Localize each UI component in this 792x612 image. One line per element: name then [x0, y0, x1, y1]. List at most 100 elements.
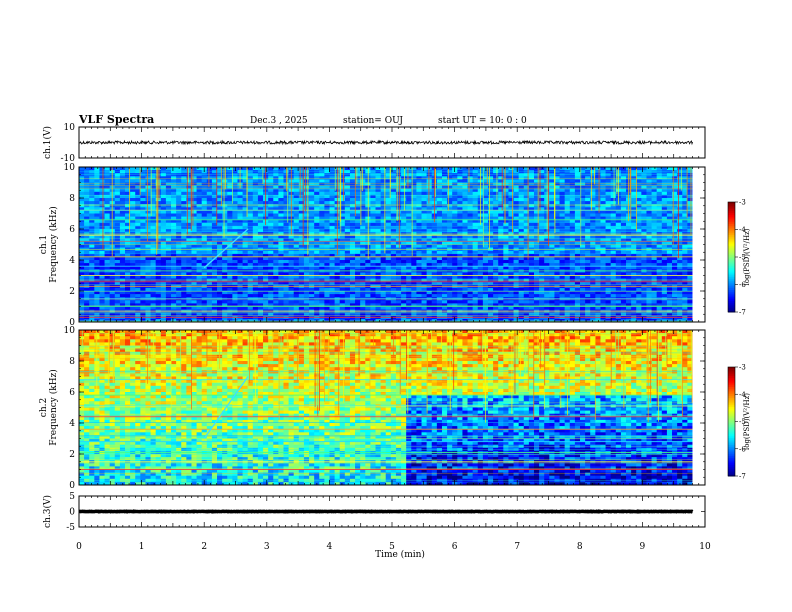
- spectrogram-cell: [462, 241, 468, 245]
- spectrogram-cell: [130, 229, 136, 233]
- spectrogram-cell: [431, 244, 438, 248]
- spectrogram-cell: [273, 256, 279, 261]
- spectrogram-cell: [211, 185, 218, 190]
- spectrogram-cell: [114, 266, 121, 270]
- spectrogram-cell: [104, 194, 111, 199]
- spectrogram-cell: [114, 294, 121, 298]
- spectrogram-cell: [503, 207, 509, 211]
- spectrogram-cell: [564, 191, 571, 196]
- spectrogram-cell: [523, 241, 530, 245]
- spectrogram-cell: [104, 306, 111, 310]
- spectrogram-cell: [380, 194, 387, 199]
- spectrogram-cell: [247, 222, 254, 227]
- spectrogram-cell: [227, 173, 233, 177]
- spectrogram-cell: [503, 281, 509, 286]
- spectrogram-cell: [114, 241, 121, 245]
- spectrogram-cell: [217, 306, 223, 310]
- spectrogram-cell: [293, 216, 300, 221]
- spectrogram-cell: [539, 294, 545, 298]
- spectrogram-cell: [232, 287, 238, 292]
- spectrogram-cell: [406, 272, 412, 276]
- spectrogram-cell: [375, 213, 382, 217]
- spectrogram-cell: [278, 229, 284, 233]
- spectrogram-cell: [232, 167, 238, 171]
- spectrogram-cell: [421, 207, 428, 211]
- spectrogram-cell: [125, 185, 131, 190]
- spectrogram-cell: [119, 287, 126, 292]
- spectrogram-cell: [534, 225, 540, 230]
- spectrogram-cell: [441, 287, 448, 292]
- spectrogram-cell: [135, 241, 141, 245]
- spectrogram-cell: [104, 207, 111, 211]
- spectrogram-cell: [191, 238, 197, 242]
- spectrogram-cell: [114, 198, 121, 202]
- spectrogram-cell: [482, 198, 489, 202]
- spectrogram-cell: [278, 312, 284, 317]
- spectrogram-cell: [498, 219, 504, 224]
- spectrogram-cell: [303, 173, 310, 177]
- spectrogram-cell: [355, 235, 361, 239]
- spectrogram-cell: [406, 256, 412, 261]
- spectrogram-cell: [155, 219, 162, 224]
- spectrogram-cell: [176, 204, 182, 208]
- spectrogram-cell: [171, 281, 177, 286]
- spectrogram-cell: [406, 225, 412, 230]
- spectrogram-cell: [206, 235, 213, 239]
- spectrogram-cell: [457, 210, 463, 214]
- spectrogram-cell: [534, 179, 540, 183]
- spectrogram-cell: [150, 204, 157, 208]
- spectrogram-cell: [539, 198, 545, 202]
- spectrogram-cell: [462, 253, 468, 258]
- spectrogram-cell: [232, 281, 238, 286]
- spectrogram-cell: [462, 191, 468, 196]
- spectrogram-cell: [303, 272, 310, 276]
- spectrogram-cell: [390, 201, 397, 205]
- spectrogram-cell: [472, 272, 479, 276]
- spectrogram-cell: [447, 272, 453, 276]
- spectrogram-cell: [155, 179, 162, 183]
- spectrogram-cell: [119, 272, 126, 276]
- spectrogram-cell: [452, 266, 458, 270]
- spectrogram-cell: [559, 207, 566, 211]
- spectrogram-cell: [385, 167, 392, 171]
- spectrogram-cell: [375, 207, 382, 211]
- spectrogram-cell: [472, 241, 479, 245]
- spectrogram-cell: [375, 204, 382, 208]
- spectrogram-cell: [181, 216, 187, 221]
- spectrogram-cell: [247, 238, 254, 242]
- spectrogram-cell: [257, 281, 264, 286]
- spectrogram-cell: [370, 312, 376, 317]
- spectrogram-cell: [130, 294, 136, 298]
- spectrogram-cell: [140, 173, 146, 177]
- spectrogram-cell: [406, 266, 412, 270]
- spectrogram-cell: [421, 204, 428, 208]
- spectrogram-cell: [222, 266, 228, 270]
- spectrogram-cell: [114, 300, 121, 304]
- spectrogram-cell: [349, 176, 356, 180]
- spectrogram-cell: [268, 191, 274, 196]
- spectrogram-cell: [309, 182, 315, 186]
- spectrogram-cell: [119, 182, 126, 186]
- spectrogram-cell: [201, 256, 208, 261]
- spectrogram-cell: [109, 260, 116, 264]
- spectrogram-cell: [472, 294, 479, 298]
- spectrogram-cell: [171, 263, 177, 267]
- spectrogram-cell: [155, 216, 162, 221]
- spectrogram-cell: [268, 281, 274, 286]
- spectrogram-cell: [406, 207, 412, 211]
- spectrogram-cell: [549, 182, 555, 186]
- spectrogram-cell: [79, 167, 85, 171]
- spectrogram-cell: [145, 281, 151, 286]
- spectrogram-cell: [482, 225, 489, 230]
- spectrogram-cell: [273, 306, 279, 310]
- spectrogram-cell: [252, 176, 259, 180]
- spectrogram-cell: [370, 235, 376, 239]
- spectrogram-cell: [206, 256, 213, 261]
- spectrogram-cell: [109, 291, 116, 295]
- spectrogram-cell: [201, 222, 208, 227]
- spectrogram-cell: [283, 294, 289, 298]
- spectrogram-cell: [344, 201, 351, 205]
- spectrogram-cell: [84, 201, 90, 205]
- spectrogram-cell: [406, 235, 412, 239]
- spectrogram-cell: [206, 219, 213, 224]
